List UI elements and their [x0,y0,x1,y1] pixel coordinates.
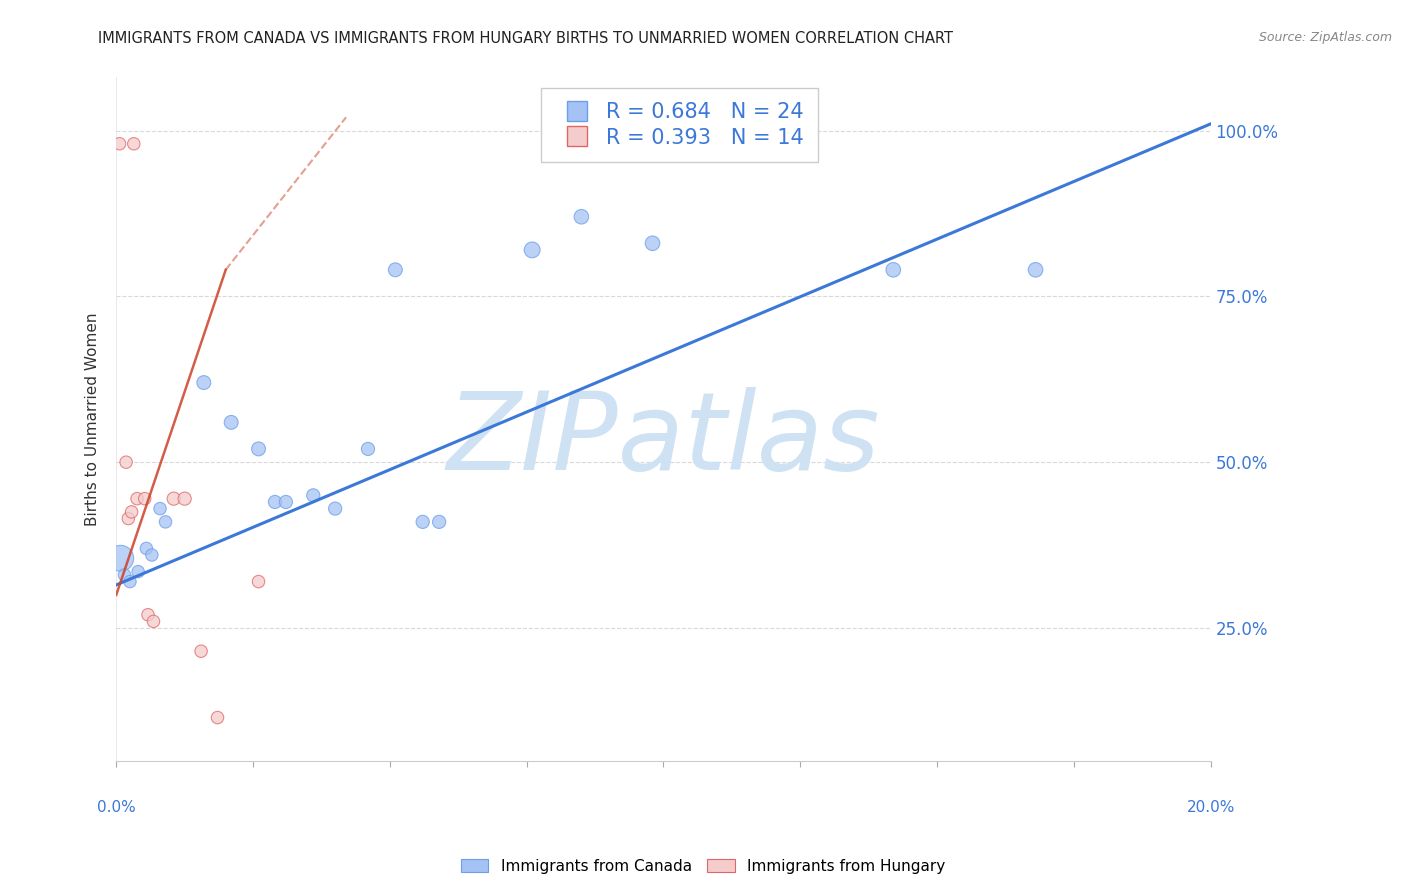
Immigrants from Canada [274,495,297,509]
Legend: R = 0.684   N = 24, R = 0.393   N = 14: R = 0.684 N = 24, R = 0.393 N = 14 [541,87,818,162]
Immigrants from Canada [118,574,141,589]
Immigrants from Canada [219,416,242,430]
Immigrants from Hungary [190,644,212,658]
Immigrants from Canada [520,243,543,257]
Text: ZIPatlas: ZIPatlas [447,387,880,492]
Immigrants from Hungary [121,505,143,519]
Immigrants from Canada [141,548,163,562]
Immigrants from Hungary [142,615,165,629]
Immigrants from Hungary [122,136,145,151]
Text: IMMIGRANTS FROM CANADA VS IMMIGRANTS FROM HUNGARY BIRTHS TO UNMARRIED WOMEN CORR: IMMIGRANTS FROM CANADA VS IMMIGRANTS FRO… [98,31,953,46]
Immigrants from Canada [149,501,172,516]
Immigrants from Canada [110,551,132,566]
Immigrants from Hungary [108,136,131,151]
Immigrants from Hungary [247,574,270,589]
Immigrants from Canada [357,442,380,456]
Immigrants from Hungary [136,607,159,622]
Legend: Immigrants from Canada, Immigrants from Hungary: Immigrants from Canada, Immigrants from … [454,853,952,880]
Y-axis label: Births to Unmarried Women: Births to Unmarried Women [86,312,100,525]
Immigrants from Hungary [134,491,156,506]
Immigrants from Canada [127,565,149,579]
Immigrants from Canada [882,262,904,277]
Text: 20.0%: 20.0% [1187,799,1234,814]
Immigrants from Canada [323,501,346,516]
Immigrants from Hungary [163,491,186,506]
Immigrants from Hungary [125,491,148,506]
Immigrants from Canada [193,376,215,390]
Immigrants from Hungary [207,710,229,724]
Immigrants from Canada [247,442,270,456]
Immigrants from Canada [1025,262,1047,277]
Immigrants from Canada [384,262,406,277]
Immigrants from Hungary [115,455,138,469]
Text: 0.0%: 0.0% [97,799,135,814]
Immigrants from Canada [641,236,664,251]
Immigrants from Hungary [117,511,139,525]
Immigrants from Canada [264,495,287,509]
Text: Source: ZipAtlas.com: Source: ZipAtlas.com [1258,31,1392,45]
Immigrants from Canada [302,488,325,502]
Immigrants from Hungary [173,491,195,506]
Immigrants from Canada [114,568,136,582]
Immigrants from Canada [135,541,157,556]
Immigrants from Canada [155,515,177,529]
Immigrants from Canada [427,515,450,529]
Immigrants from Canada [412,515,434,529]
Immigrants from Canada [571,210,593,224]
